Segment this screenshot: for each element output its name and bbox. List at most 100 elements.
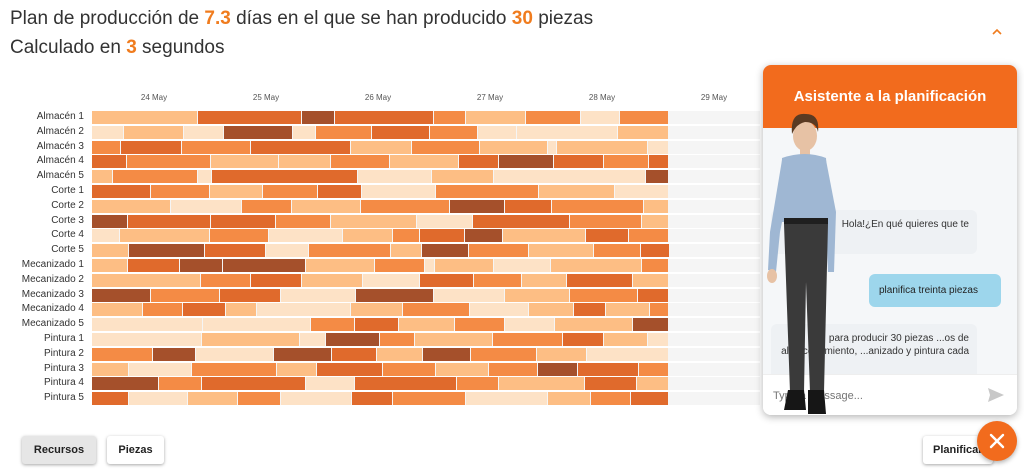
task-block[interactable] xyxy=(262,185,318,198)
task-block[interactable] xyxy=(202,318,311,332)
task-block[interactable] xyxy=(124,125,184,139)
task-block[interactable] xyxy=(332,347,377,361)
task-block[interactable] xyxy=(225,303,257,317)
task-block[interactable] xyxy=(503,229,586,243)
task-block[interactable] xyxy=(350,303,402,317)
task-block[interactable] xyxy=(126,155,210,169)
task-block[interactable] xyxy=(492,333,563,346)
task-block[interactable] xyxy=(416,214,473,228)
task-block[interactable] xyxy=(209,229,268,243)
task-block[interactable] xyxy=(641,259,669,272)
task-block[interactable] xyxy=(201,377,305,391)
task-block[interactable] xyxy=(318,185,362,198)
task-block[interactable] xyxy=(420,229,465,243)
task-block[interactable] xyxy=(195,347,274,361)
task-block[interactable] xyxy=(433,111,466,124)
task-block[interactable] xyxy=(637,377,669,391)
task-block[interactable] xyxy=(377,347,423,361)
task-block[interactable] xyxy=(331,214,416,228)
task-block[interactable] xyxy=(362,185,436,198)
task-block[interactable] xyxy=(92,140,120,154)
piezas-button[interactable]: Piezas xyxy=(107,436,164,464)
task-block[interactable] xyxy=(570,288,638,302)
task-block[interactable] xyxy=(92,229,119,243)
task-block[interactable] xyxy=(603,333,647,346)
task-block[interactable] xyxy=(275,214,331,228)
task-block[interactable] xyxy=(92,362,128,376)
task-block[interactable] xyxy=(128,244,205,258)
task-block[interactable] xyxy=(281,392,351,406)
task-block[interactable] xyxy=(305,259,374,272)
task-block[interactable] xyxy=(393,392,466,406)
task-block[interactable] xyxy=(517,125,617,139)
task-block[interactable] xyxy=(648,155,669,169)
task-block[interactable] xyxy=(92,111,198,124)
task-block[interactable] xyxy=(92,214,127,228)
task-block[interactable] xyxy=(374,259,424,272)
task-block[interactable] xyxy=(222,259,305,272)
task-block[interactable] xyxy=(468,244,528,258)
task-block[interactable] xyxy=(223,125,292,139)
task-block[interactable] xyxy=(309,244,391,258)
task-block[interactable] xyxy=(92,318,202,332)
task-block[interactable] xyxy=(528,303,573,317)
task-block[interactable] xyxy=(92,377,158,391)
task-block[interactable] xyxy=(220,288,281,302)
task-block[interactable] xyxy=(302,273,363,287)
task-block[interactable] xyxy=(473,214,570,228)
task-block[interactable] xyxy=(640,244,669,258)
task-block[interactable] xyxy=(459,155,498,169)
task-block[interactable] xyxy=(150,288,220,302)
task-block[interactable] xyxy=(594,244,640,258)
task-block[interactable] xyxy=(493,170,646,184)
task-block[interactable] xyxy=(498,377,585,391)
task-block[interactable] xyxy=(422,244,468,258)
task-block[interactable] xyxy=(112,170,198,184)
task-block[interactable] xyxy=(436,185,538,198)
task-block[interactable] xyxy=(357,170,431,184)
task-block[interactable] xyxy=(184,125,223,139)
task-block[interactable] xyxy=(92,347,153,361)
task-block[interactable] xyxy=(158,377,201,391)
task-block[interactable] xyxy=(469,303,528,317)
task-block[interactable] xyxy=(209,185,262,198)
task-block[interactable] xyxy=(242,199,291,213)
task-block[interactable] xyxy=(505,318,555,332)
task-block[interactable] xyxy=(450,199,505,213)
chevron-up-icon[interactable] xyxy=(992,22,1002,38)
task-block[interactable] xyxy=(548,392,590,406)
task-block[interactable] xyxy=(632,273,669,287)
task-block[interactable] xyxy=(615,185,669,198)
task-block[interactable] xyxy=(142,303,183,317)
task-block[interactable] xyxy=(505,199,551,213)
task-block[interactable] xyxy=(649,303,669,317)
task-block[interactable] xyxy=(274,347,332,361)
task-block[interactable] xyxy=(557,140,647,154)
task-block[interactable] xyxy=(555,318,632,332)
task-block[interactable] xyxy=(198,111,302,124)
send-icon[interactable] xyxy=(987,387,1005,403)
task-block[interactable] xyxy=(257,303,350,317)
task-block[interactable] xyxy=(355,377,456,391)
task-block[interactable] xyxy=(603,155,648,169)
task-block[interactable] xyxy=(187,392,237,406)
task-block[interactable] xyxy=(489,362,537,376)
task-block[interactable] xyxy=(580,111,619,124)
task-block[interactable] xyxy=(563,333,603,346)
task-block[interactable] xyxy=(92,185,150,198)
task-block[interactable] xyxy=(411,140,480,154)
task-block[interactable] xyxy=(305,377,355,391)
task-block[interactable] xyxy=(198,170,212,184)
task-block[interactable] xyxy=(383,362,436,376)
task-block[interactable] xyxy=(619,111,669,124)
task-block[interactable] xyxy=(605,303,649,317)
task-block[interactable] xyxy=(585,377,637,391)
task-block[interactable] xyxy=(92,199,170,213)
task-block[interactable] xyxy=(182,140,251,154)
task-block[interactable] xyxy=(311,318,355,332)
task-block[interactable] xyxy=(212,170,357,184)
task-block[interactable] xyxy=(210,155,279,169)
task-block[interactable] xyxy=(389,155,459,169)
task-block[interactable] xyxy=(430,125,477,139)
task-block[interactable] xyxy=(554,155,603,169)
